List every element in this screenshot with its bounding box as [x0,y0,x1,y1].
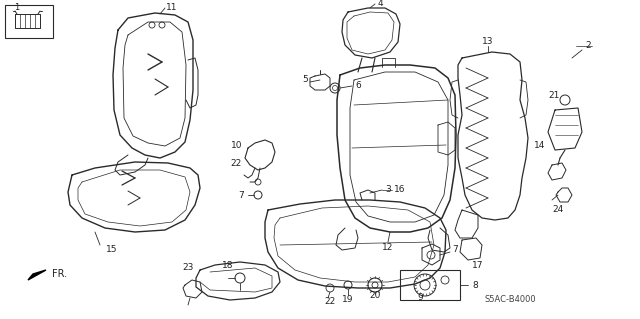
Text: 3: 3 [385,186,391,195]
Text: 15: 15 [106,246,118,255]
Bar [5,5,53,38]
Text: 9: 9 [417,293,423,302]
Text: 4: 4 [377,0,383,8]
Text: 21: 21 [548,91,560,100]
Text: 11: 11 [166,3,178,11]
Text: 2: 2 [585,41,591,50]
Text: 22: 22 [231,159,242,167]
Text: 23: 23 [182,263,194,272]
Polygon shape [28,270,46,280]
Text: 22: 22 [324,298,335,307]
Text: 18: 18 [222,261,234,270]
Text: 7: 7 [238,190,244,199]
Text: 7: 7 [452,246,458,255]
Text: 24: 24 [552,205,564,214]
Text: 8: 8 [472,280,478,290]
Text: 17: 17 [472,261,484,270]
Text: 5: 5 [302,76,308,85]
Text: FR.: FR. [52,269,67,279]
Text: 16: 16 [394,186,406,195]
Text: 20: 20 [369,291,381,300]
Text: 1: 1 [14,4,20,12]
Text: S5AC-B4000: S5AC-B4000 [484,295,536,305]
Bar [400,270,460,300]
Text: 14: 14 [534,140,545,150]
Text: 12: 12 [382,243,394,253]
Text: 10: 10 [230,140,242,150]
Text: 6: 6 [355,80,361,90]
Text: 13: 13 [483,38,493,47]
Text: 19: 19 [342,295,354,305]
